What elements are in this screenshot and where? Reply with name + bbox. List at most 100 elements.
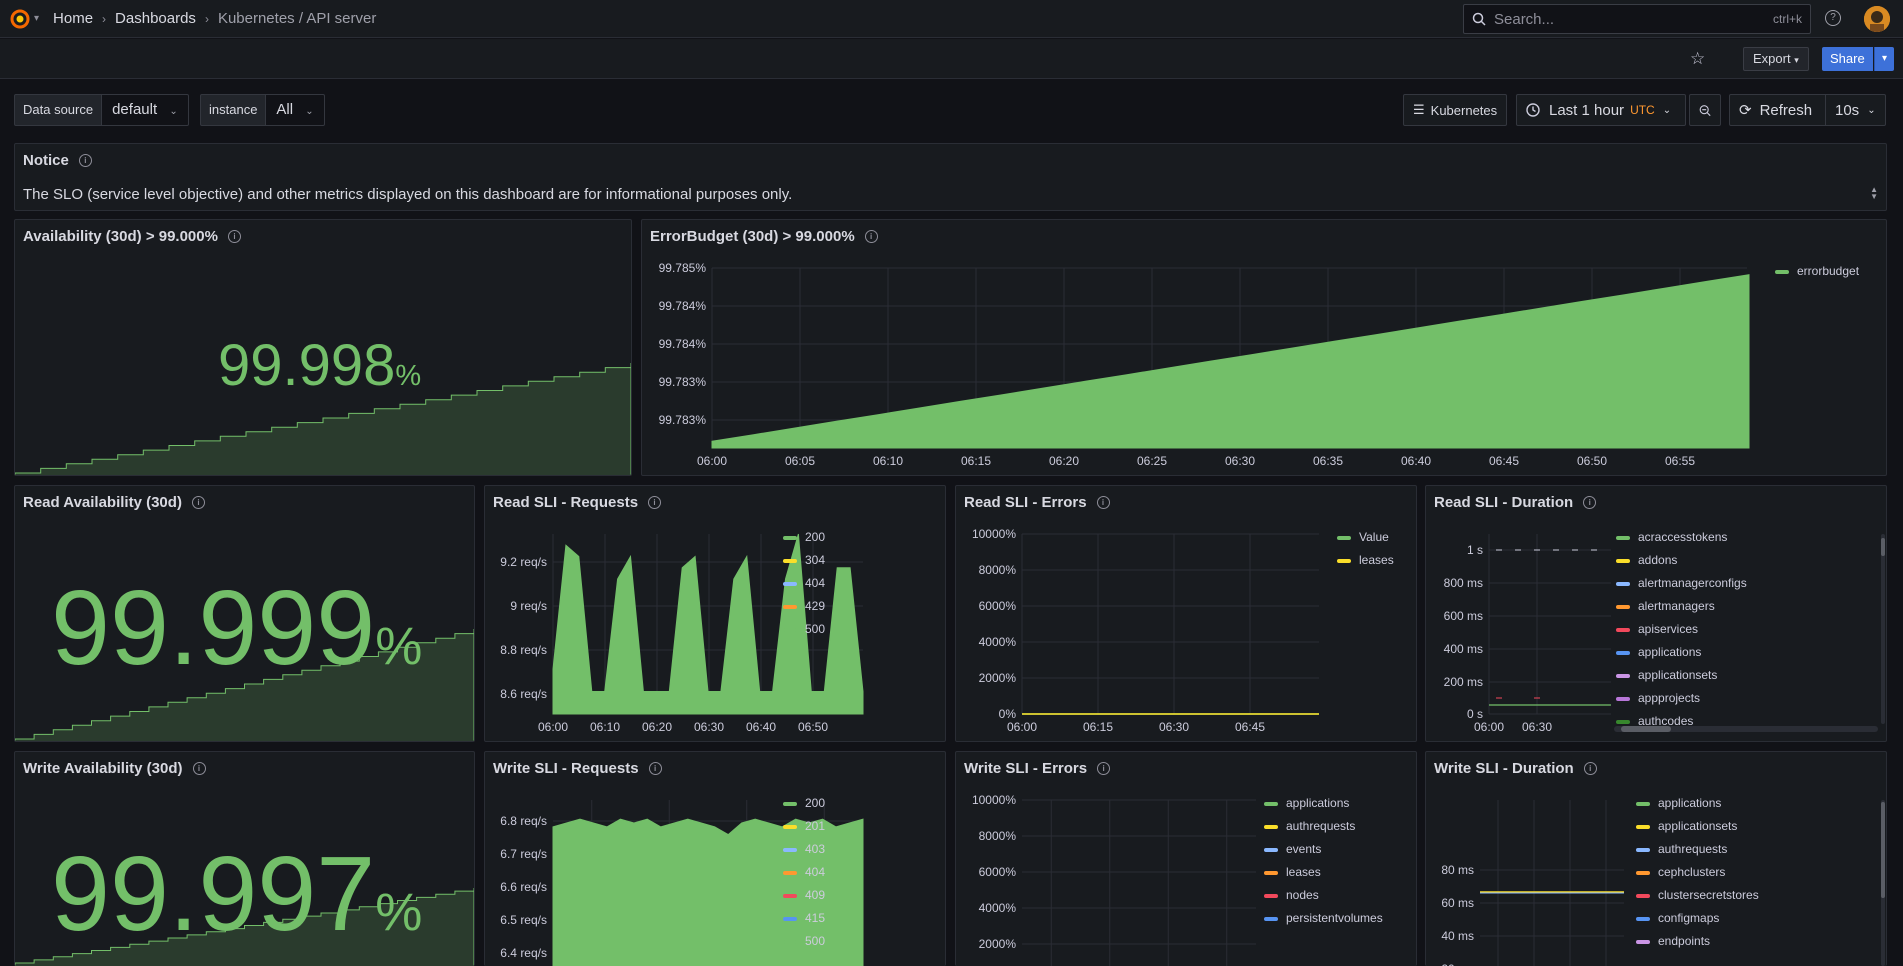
read-requests-chart[interactable]: 9.2 req/s 9 req/s 8.8 req/s 8.6 req/s 06:00 0… <box>485 486 946 742</box>
read-requests-panel: Read SLI - Requests i 9.2 req/s 9 req/s 8.8… <box>484 485 946 742</box>
variable-datasource[interactable]: Data source default ⌄ <box>14 94 189 126</box>
x-tick-label: 06:40 <box>746 720 776 734</box>
write-requests-chart[interactable]: 6.8 req/s 6.7 req/s 6.6 req/s 6.5 req/s 6.4 … <box>485 752 946 966</box>
chevron-down-icon: ▾ <box>1794 55 1799 65</box>
help-icon[interactable]: ? <box>1825 10 1841 26</box>
errorbudget-chart[interactable]: 99.785% 99.784% 99.784% 99.783% 99.783% 06:00… <box>642 220 1887 476</box>
info-icon[interactable]: i <box>648 762 662 775</box>
avatar[interactable] <box>1864 6 1890 32</box>
instance-select[interactable]: All ⌄ <box>266 94 325 126</box>
legend-label-applications: applications <box>1658 796 1721 810</box>
info-icon[interactable]: i <box>864 230 878 243</box>
stat-number: 99.997 <box>51 835 376 953</box>
list-icon: ☰ <box>1413 102 1425 117</box>
chevron-down-icon[interactable]: ▾ <box>34 13 40 24</box>
dashboard-links-button[interactable]: ☰ Kubernetes <box>1403 94 1508 126</box>
info-icon[interactable]: i <box>1096 496 1110 509</box>
x-tick-label: 06:45 <box>1235 720 1265 734</box>
timezone-badge: UTC <box>1630 103 1655 117</box>
write-duration-chart[interactable]: 80 ms 60 ms 40 ms 20 ms applications applicat… <box>1426 752 1887 966</box>
info-icon[interactable]: i <box>1097 762 1111 775</box>
share-dropdown-button[interactable]: ▾ <box>1874 47 1894 71</box>
read-duration-chart[interactable]: 1 s 800 ms 600 ms 400 ms 200 ms 0 s06:00 06:30… <box>1426 486 1887 742</box>
datasource-select[interactable]: default ⌄ <box>102 94 189 126</box>
legend-swatch <box>783 940 797 944</box>
legend-label-endpoints: endpoints <box>1658 934 1710 948</box>
legend-label-clustersecretstores: clustersecretstores <box>1658 888 1759 902</box>
legend-swatch <box>783 894 797 898</box>
grafana-logo-icon[interactable] <box>10 9 30 29</box>
time-range-label: Last 1 hour <box>1549 101 1625 119</box>
y-tick-label: 2000% <box>979 937 1017 951</box>
scroll-arrows-icon[interactable]: ▲ ▼ <box>1870 185 1878 201</box>
breadcrumb-home[interactable]: Home <box>53 10 94 27</box>
y-tick-label: 0 s <box>1467 707 1483 721</box>
info-icon[interactable]: i <box>192 762 206 775</box>
legend-label-applications: applications <box>1638 645 1701 659</box>
y-tick-label: 99.783% <box>659 413 707 427</box>
y-tick-label: 6000% <box>979 865 1017 879</box>
legend-swatch <box>1337 536 1351 540</box>
info-icon[interactable]: i <box>1583 762 1597 775</box>
y-tick-label: 9 req/s <box>510 599 547 613</box>
search-shortcut: ctrl+k <box>1772 12 1802 26</box>
panel-title: Write SLI - Requests <box>493 760 639 777</box>
refresh-button[interactable]: ⟳ Refresh <box>1729 94 1826 126</box>
export-button[interactable]: Export ▾ <box>1743 47 1809 71</box>
refresh-interval-select[interactable]: 10s ⌄ <box>1826 94 1886 126</box>
star-icon[interactable]: ☆ <box>1690 49 1706 68</box>
y-tick-label: 1 s <box>1467 543 1483 557</box>
breadcrumb-dashboards[interactable]: Dashboards <box>115 10 196 27</box>
time-picker-button[interactable]: Last 1 hour UTC ⌄ <box>1516 94 1686 126</box>
x-tick-label: 06:05 <box>785 454 815 468</box>
variable-instance[interactable]: instance All ⌄ <box>200 94 325 126</box>
x-tick-label: 06:00 <box>538 720 568 734</box>
stat-unit: % <box>375 883 423 942</box>
chevron-down-icon: ⌄ <box>1867 104 1876 116</box>
read-errors-chart[interactable]: 10000% 8000% 6000% 4000% 2000% 0%06:00 06:15 06… <box>956 486 1417 742</box>
panel-title: Read SLI - Errors <box>964 494 1087 511</box>
legend-label-authrequests: authrequests <box>1286 819 1355 833</box>
legend-swatch <box>1636 825 1650 829</box>
write-errors-panel: Write SLI - Errors i 10000% 8000% 6000% 4000… <box>955 751 1417 966</box>
legend-swatch <box>1636 802 1650 806</box>
y-tick-label: 6000% <box>979 599 1017 613</box>
legend-label-500: 500 <box>805 934 825 948</box>
legend-swatch <box>1264 848 1278 852</box>
info-icon[interactable]: i <box>1583 496 1597 509</box>
x-tick-label: 06:00 <box>1474 720 1504 734</box>
panel-title: Read SLI - Duration <box>1434 494 1574 511</box>
refresh-interval-label: 10s <box>1835 101 1860 119</box>
legend-swatch <box>783 802 797 806</box>
info-icon[interactable]: i <box>227 230 241 243</box>
legend-swatch <box>1616 697 1630 701</box>
sparkline <box>15 629 474 741</box>
y-tick-label: 6.5 req/s <box>500 913 547 927</box>
legend-label-persistentvolumes: persistentvolumes <box>1286 911 1383 925</box>
y-tick-label: 600 ms <box>1444 609 1483 623</box>
share-button[interactable]: Share <box>1822 47 1873 71</box>
y-tick-label: 200 ms <box>1444 675 1483 689</box>
write-availability-value: 99.997% <box>51 834 422 955</box>
legend-label-authrequests: authrequests <box>1658 842 1727 856</box>
legend-label-201: 201 <box>805 819 825 833</box>
breadcrumb-current: Kubernetes / API server <box>217 10 377 27</box>
write-errors-chart[interactable]: 10000% 8000% 6000% 4000% 2000% applications au… <box>956 752 1417 966</box>
zoom-out-button[interactable] <box>1689 94 1721 126</box>
variable-label: Data source <box>14 94 103 126</box>
x-tick-label: 06:30 <box>1522 720 1552 734</box>
legend-swatch <box>1636 917 1650 921</box>
search-input[interactable]: Search... ctrl+k <box>1463 4 1811 34</box>
info-icon[interactable]: i <box>78 154 92 167</box>
chevron-right-icon: › <box>102 11 107 26</box>
legend-label-acraccesstokens: acraccesstokens <box>1638 530 1727 544</box>
y-tick-label: 9.2 req/s <box>500 555 547 569</box>
y-tick-label: 20 ms <box>1441 962 1474 966</box>
info-icon[interactable]: i <box>648 496 662 509</box>
panel-title: Write Availability (30d) <box>23 760 183 777</box>
x-tick-label: 06:40 <box>1401 454 1431 468</box>
legend-label-addons: addons <box>1638 553 1677 567</box>
x-tick-label: 06:45 <box>1489 454 1519 468</box>
sparkline-area <box>15 363 631 475</box>
info-icon[interactable]: i <box>191 496 205 509</box>
